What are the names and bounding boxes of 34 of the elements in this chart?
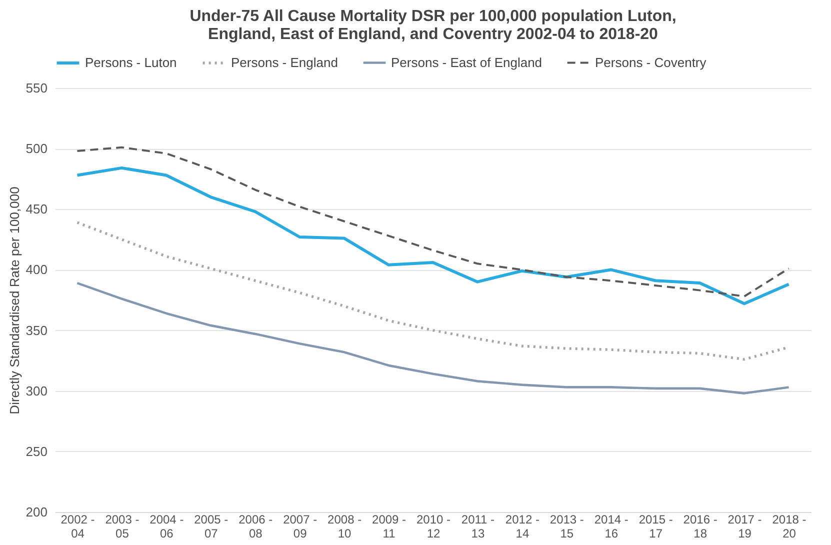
- x-tick-label: 2007 - 09: [283, 512, 318, 540]
- line-series: [76, 166, 790, 306]
- y-tick-label: 250: [26, 444, 48, 459]
- y-tick-label: 200: [26, 504, 48, 520]
- y-tick-label: 450: [26, 202, 48, 217]
- x-tick-label: 2011 - 13: [461, 512, 495, 540]
- x-tick-label: 2006 - 08: [238, 512, 273, 540]
- y-tick-label: 400: [26, 262, 48, 278]
- x-tick-label: 2010 - 12: [416, 512, 451, 540]
- x-tick-label: 2014 - 16: [594, 512, 628, 540]
- x-tick-label: 2018 - 20: [772, 512, 806, 540]
- line-series: [76, 146, 790, 298]
- legend-label: Persons - Coventry: [595, 54, 707, 70]
- x-tick-label: 2002 - 04: [60, 512, 95, 540]
- x-tick-label: 2003 - 05: [105, 512, 140, 540]
- x-tick-label: 2012 - 14: [505, 512, 540, 540]
- y-tick-label: 500: [26, 141, 48, 156]
- x-tick-label: 2004 - 06: [150, 512, 184, 540]
- x-tick-label: 2013 - 15: [550, 512, 584, 540]
- x-tick-label: 2009 - 11: [372, 512, 406, 540]
- x-tick-label: 2017 - 19: [728, 512, 762, 540]
- y-tick-label: 550: [26, 80, 48, 96]
- y-tick-label: 350: [26, 322, 48, 338]
- legend-label: Persons - East of England: [391, 54, 542, 70]
- y-tick-label: 300: [26, 383, 48, 398]
- x-tick-label: 2005 - 07: [194, 512, 228, 540]
- x-tick-label: 2016 - 18: [683, 512, 718, 540]
- y-axis-title: Directly Standardised Rate per 100,000: [6, 186, 22, 414]
- line-series: [76, 282, 790, 394]
- chart-title: Under-75 All Cause Mortality DSR per 100,000 population Luton, England, East of England, and Coventry 2002-04 to 2018-20: [190, 8, 676, 43]
- x-tick-label: 2015 - 17: [638, 512, 673, 540]
- legend-label: Persons - England: [231, 55, 338, 70]
- legend-label: Persons - Luton: [85, 55, 177, 70]
- x-tick-label: 2008 - 10: [328, 512, 362, 540]
